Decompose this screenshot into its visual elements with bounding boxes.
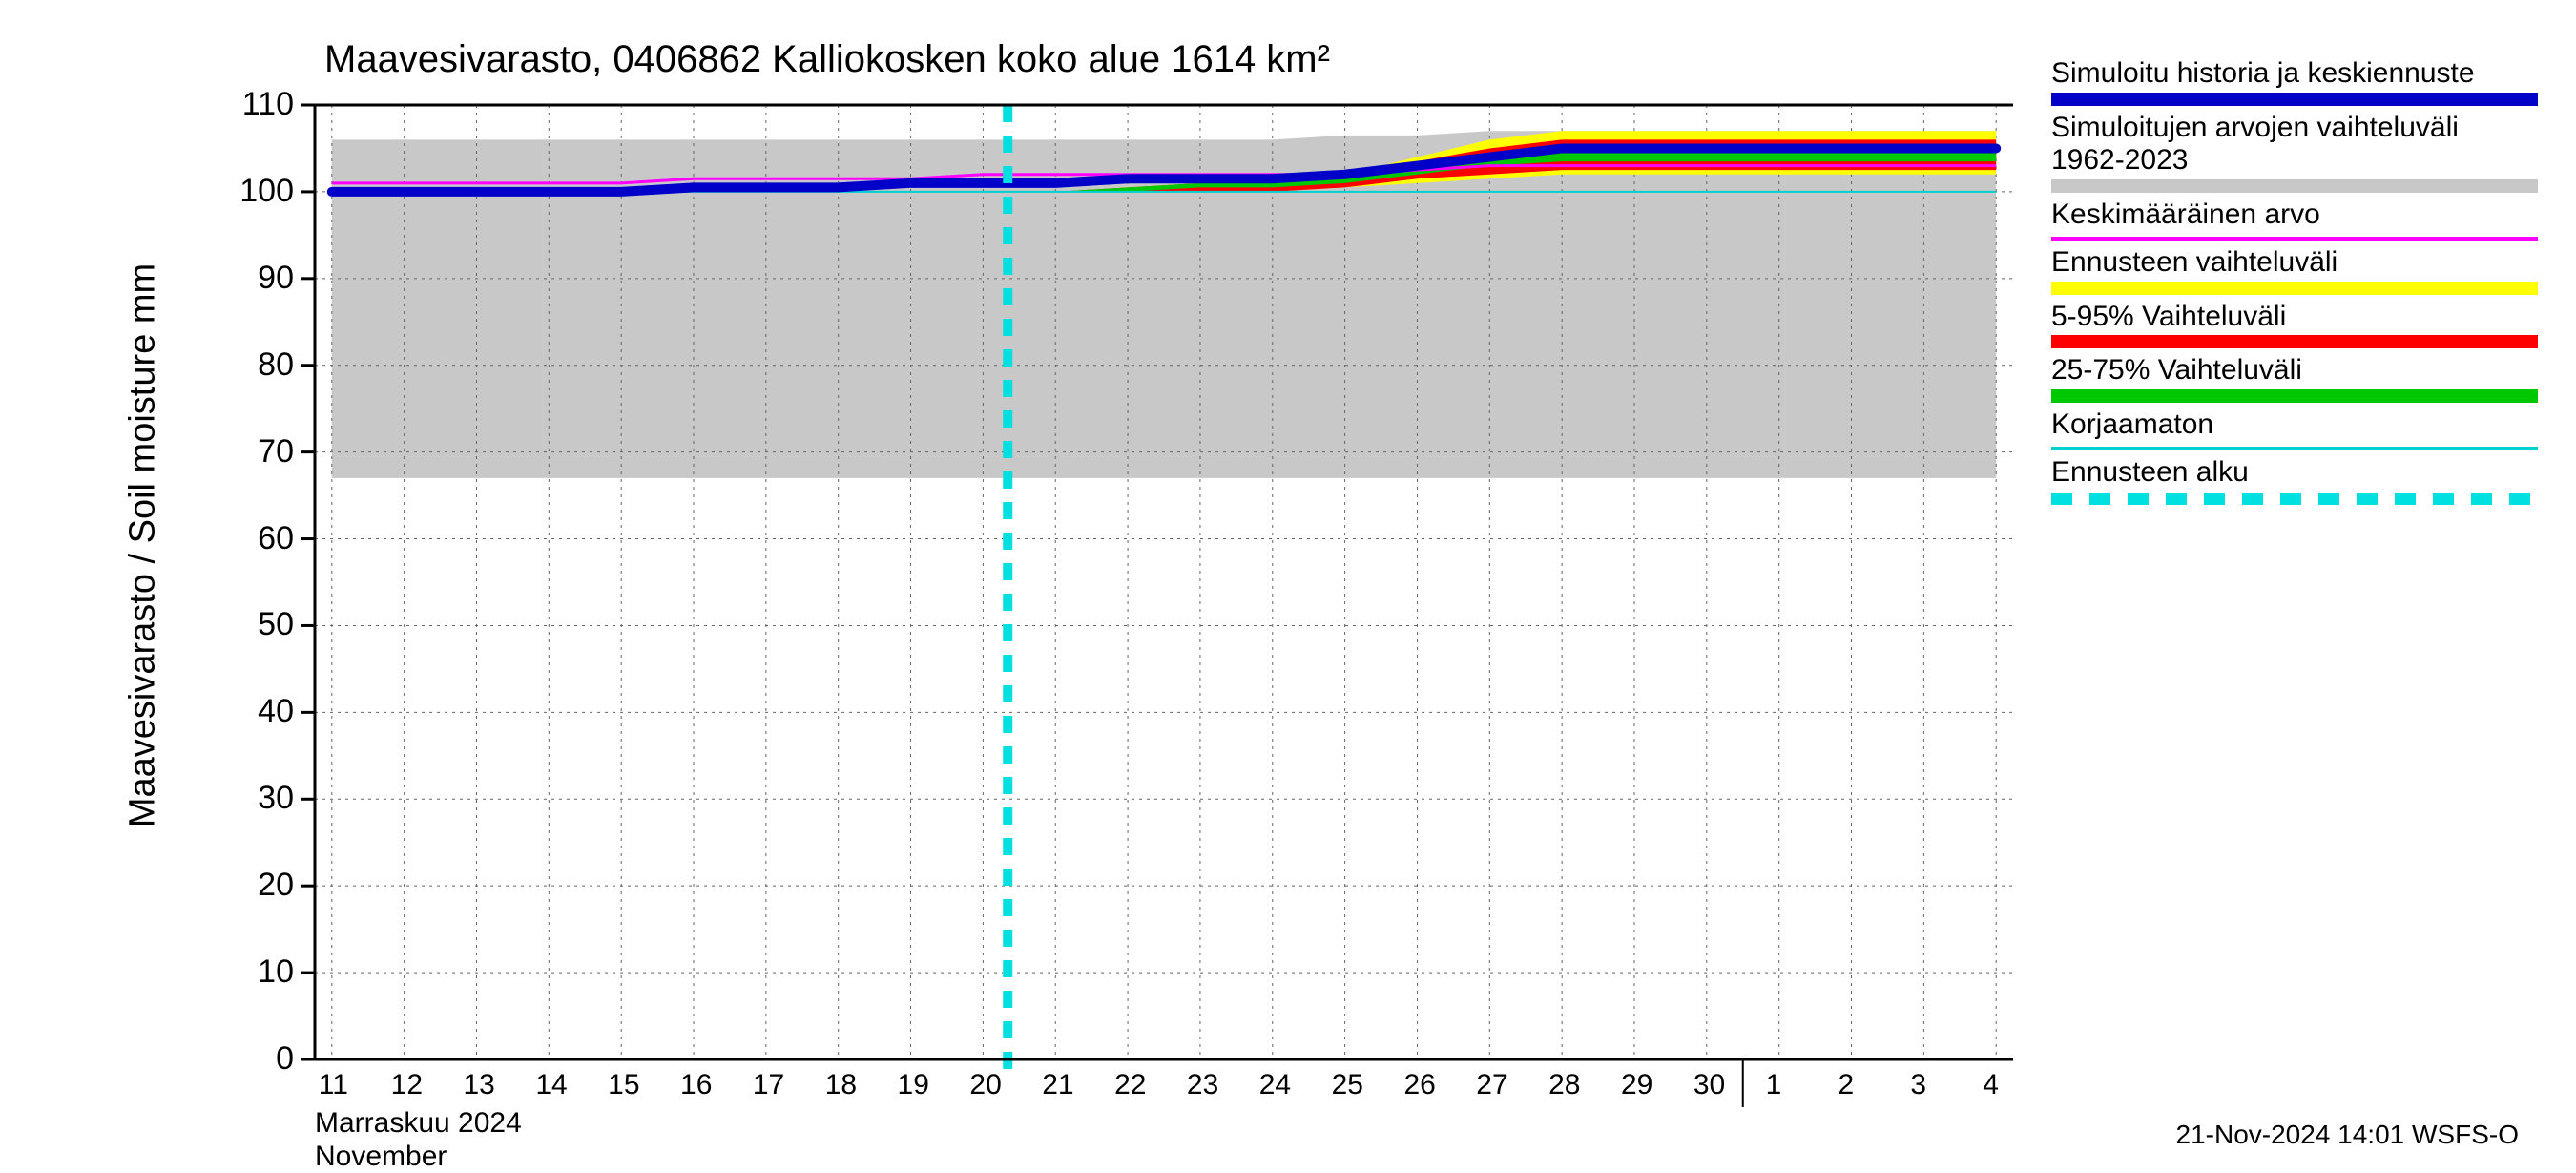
ytick-label: 10 xyxy=(258,953,294,991)
xtick-label: 3 xyxy=(1910,1069,1926,1101)
ytick-label: 80 xyxy=(258,346,294,384)
legend-item: 25-75% Vaihteluväli xyxy=(2051,354,2538,403)
xtick-label: 20 xyxy=(969,1069,1001,1101)
xtick-label: 18 xyxy=(825,1069,857,1101)
ytick-label: 30 xyxy=(258,780,294,817)
xtick-label: 24 xyxy=(1259,1069,1291,1101)
ytick-label: 50 xyxy=(258,606,294,643)
xtick-label: 14 xyxy=(535,1069,567,1101)
legend-swatch xyxy=(2051,237,2538,241)
xtick-label: 28 xyxy=(1548,1069,1580,1101)
legend-item: 5-95% Vaihteluväli xyxy=(2051,301,2538,349)
xtick-label: 16 xyxy=(680,1069,712,1101)
ytick-label: 0 xyxy=(276,1040,294,1078)
legend-label: 25-75% Vaihteluväli xyxy=(2051,354,2538,388)
legend-item: Simuloitujen arvojen vaihteluväli 1962-2… xyxy=(2051,112,2538,193)
legend-swatch xyxy=(2051,335,2538,348)
legend-label: Ennusteen vaihteluväli xyxy=(2051,246,2538,280)
ytick-label: 70 xyxy=(258,433,294,471)
xtick-label: 26 xyxy=(1403,1069,1435,1101)
legend-label: Ennusteen alku xyxy=(2051,456,2538,490)
ytick-label: 20 xyxy=(258,867,294,904)
xtick-label: 29 xyxy=(1621,1069,1652,1101)
xtick-label: 15 xyxy=(608,1069,639,1101)
legend: Simuloitu historia ja keskiennuste Simulo… xyxy=(2051,57,2538,511)
xtick-label: 4 xyxy=(1983,1069,1999,1101)
ytick-label: 60 xyxy=(258,520,294,557)
xtick-label: 30 xyxy=(1693,1069,1725,1101)
xaxis-month-line1: Marraskuu 2024 xyxy=(315,1107,522,1140)
legend-swatch xyxy=(2051,93,2538,106)
ytick-label: 100 xyxy=(239,173,294,210)
legend-label: Korjaamaton xyxy=(2051,408,2538,442)
xtick-label: 22 xyxy=(1114,1069,1146,1101)
legend-item: Simuloitu historia ja keskiennuste xyxy=(2051,57,2538,106)
ytick-label: 90 xyxy=(258,260,294,297)
xtick-label: 11 xyxy=(319,1069,348,1101)
xtick-label: 12 xyxy=(391,1069,423,1101)
xtick-label: 1 xyxy=(1766,1069,1782,1101)
xtick-label: 19 xyxy=(898,1069,929,1101)
legend-swatch xyxy=(2051,179,2538,193)
legend-label: Keskimääräinen arvo xyxy=(2051,199,2538,232)
timestamp: 21-Nov-2024 14:01 WSFS-O xyxy=(2176,1120,2520,1150)
ytick-label: 40 xyxy=(258,693,294,730)
ytick-label: 110 xyxy=(242,86,294,123)
xtick-label: 23 xyxy=(1187,1069,1218,1101)
legend-label: 5-95% Vaihteluväli xyxy=(2051,301,2538,334)
xaxis-month-line2: November xyxy=(315,1141,447,1173)
legend-item: Korjaamaton xyxy=(2051,408,2538,451)
xtick-label: 21 xyxy=(1042,1069,1073,1101)
legend-label: Simuloitu historia ja keskiennuste xyxy=(2051,57,2538,91)
xtick-label: 2 xyxy=(1839,1069,1855,1101)
legend-item: Ennusteen alku xyxy=(2051,456,2538,505)
legend-swatch xyxy=(2051,493,2538,505)
legend-swatch xyxy=(2051,282,2538,295)
xtick-label: 13 xyxy=(463,1069,494,1101)
legend-label: Simuloitujen arvojen vaihteluväli 1962-2… xyxy=(2051,112,2538,178)
chart-container: Maavesivarasto, 0406862 Kalliokosken kok… xyxy=(0,0,2576,1145)
xtick-label: 25 xyxy=(1332,1069,1363,1101)
legend-item: Keskimääräinen arvo xyxy=(2051,199,2538,241)
legend-swatch xyxy=(2051,389,2538,403)
xtick-label: 17 xyxy=(753,1069,784,1101)
legend-item: Ennusteen vaihteluväli xyxy=(2051,246,2538,295)
legend-swatch xyxy=(2051,447,2538,450)
xtick-label: 27 xyxy=(1476,1069,1507,1101)
